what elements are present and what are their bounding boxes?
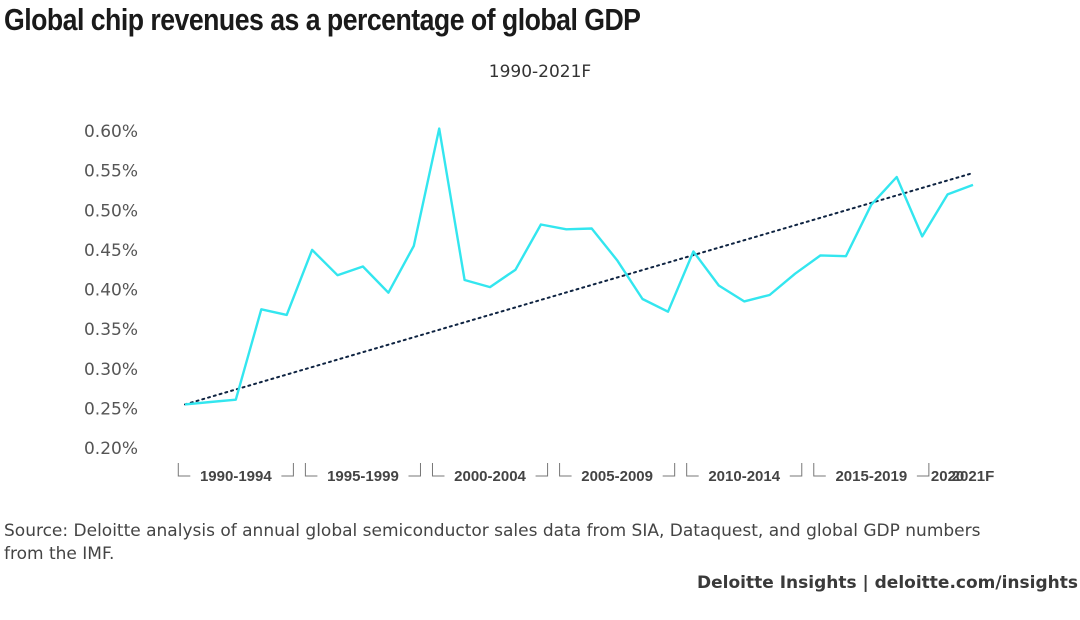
y-tick-label: 0.20% [84,439,138,459]
y-tick-label: 0.35% [84,320,138,340]
x-tick-label: 1995-1999 [327,468,399,485]
x-tick-label: 2005-2009 [581,468,653,485]
x-tick-label: 2020 [931,468,964,485]
x-tick-label: 2010-2014 [708,468,780,485]
x-group-bracket [559,463,676,477]
x-tick-label: 1990-1994 [200,468,272,485]
y-tick-label: 0.40% [84,281,138,301]
source-note: Source: Deloitte analysis of annual glob… [4,521,981,564]
y-tick-label: 0.30% [84,360,138,380]
x-group-bracket [686,463,803,477]
x-group-bracket [431,463,549,477]
brand-credit: Deloitte Insights | deloitte.com/insight… [697,573,1078,593]
y-tick-label: 0.50% [84,201,138,221]
trend-line [184,172,974,406]
y-tick-label: 0.60% [84,122,138,142]
x-tick-label: 2015-2019 [835,468,907,485]
x-group-bracket [304,463,421,477]
y-tick-label: 0.25% [84,399,138,419]
y-tick-label: 0.55% [84,162,138,182]
chart-title: Global chip revenues as a percentage of … [4,2,641,37]
x-group-bracket [813,463,930,477]
series-line [184,127,974,406]
x-group-bracket [177,463,294,477]
chart-subtitle: 1990-2021F [488,62,592,82]
x-tick-label: 2021F [952,468,995,485]
line-chart: 0.20% 0.25% 0.30% 0.35% 0.40% 0.45% 0.50% 0.55%… [84,122,995,485]
x-tick-label: 2000-2004 [454,468,526,485]
y-tick-label: 0.45% [84,241,138,261]
